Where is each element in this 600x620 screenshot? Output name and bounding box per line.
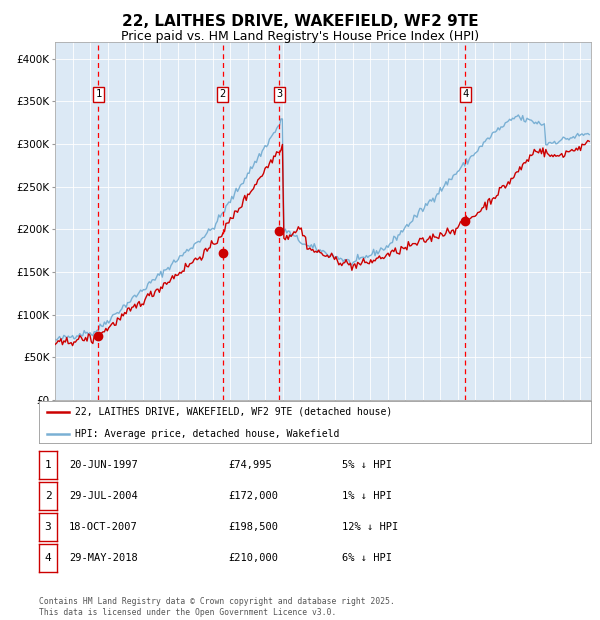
Text: 3: 3: [276, 89, 283, 99]
Text: 29-JUL-2004: 29-JUL-2004: [69, 491, 138, 501]
Text: 4: 4: [462, 89, 468, 99]
Text: 3: 3: [44, 522, 52, 532]
Text: Contains HM Land Registry data © Crown copyright and database right 2025.
This d: Contains HM Land Registry data © Crown c…: [39, 598, 395, 617]
Text: 1% ↓ HPI: 1% ↓ HPI: [342, 491, 392, 501]
Text: 1: 1: [44, 460, 52, 470]
Text: £198,500: £198,500: [228, 522, 278, 532]
Text: 4: 4: [44, 553, 52, 563]
Text: 29-MAY-2018: 29-MAY-2018: [69, 553, 138, 563]
Text: 18-OCT-2007: 18-OCT-2007: [69, 522, 138, 532]
Text: £74,995: £74,995: [228, 460, 272, 470]
Text: 22, LAITHES DRIVE, WAKEFIELD, WF2 9TE: 22, LAITHES DRIVE, WAKEFIELD, WF2 9TE: [122, 14, 478, 29]
Text: Price paid vs. HM Land Registry's House Price Index (HPI): Price paid vs. HM Land Registry's House …: [121, 30, 479, 43]
Text: 12% ↓ HPI: 12% ↓ HPI: [342, 522, 398, 532]
Text: 2: 2: [220, 89, 226, 99]
Text: 1: 1: [95, 89, 101, 99]
Text: 2: 2: [44, 491, 52, 501]
Text: 22, LAITHES DRIVE, WAKEFIELD, WF2 9TE (detached house): 22, LAITHES DRIVE, WAKEFIELD, WF2 9TE (d…: [75, 406, 392, 416]
Text: £172,000: £172,000: [228, 491, 278, 501]
Text: 6% ↓ HPI: 6% ↓ HPI: [342, 553, 392, 563]
Text: 5% ↓ HPI: 5% ↓ HPI: [342, 460, 392, 470]
Text: 20-JUN-1997: 20-JUN-1997: [69, 460, 138, 470]
Text: £210,000: £210,000: [228, 553, 278, 563]
Text: HPI: Average price, detached house, Wakefield: HPI: Average price, detached house, Wake…: [75, 428, 339, 438]
